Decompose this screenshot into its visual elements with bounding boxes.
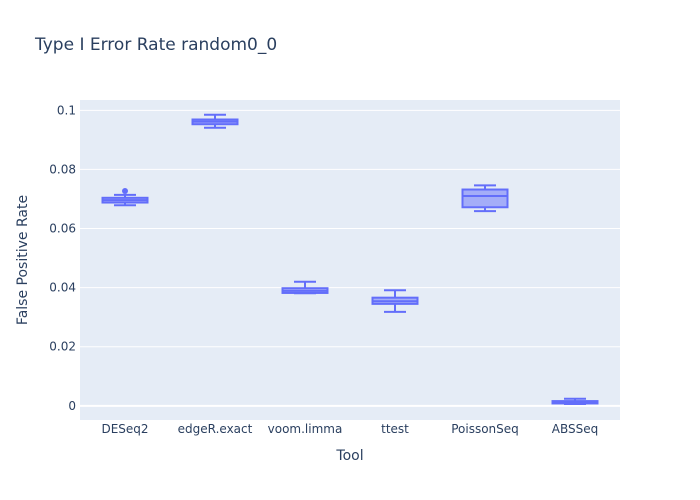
box-plot [461,184,509,213]
box-plot [101,188,149,207]
x-tick-label: voom.limma [268,422,343,436]
x-tick-label: PoissonSeq [451,422,519,436]
y-axis-title: False Positive Rate [15,195,31,325]
x-tick-label: ABSSeq [552,422,598,436]
box-plot [371,289,419,313]
box-plot [281,280,329,295]
x-tick-label: ttest [381,422,409,436]
box-iqr [461,188,509,209]
y-tick-label: 0.1 [57,103,76,117]
outlier-point [122,188,128,195]
y-tick-label: 0 [68,399,76,413]
y-tick-label: 0.06 [49,222,76,236]
box-plot [191,113,239,129]
y-tick-label: 0.02 [49,340,76,354]
box-series [101,113,599,406]
x-tick-label: edgeR.exact [178,422,253,436]
y-tick-labels: 0 0.02 0.04 0.06 0.08 0.1 [49,103,76,412]
y-tick-label: 0.04 [49,281,76,295]
x-tick-labels: DESeq2 edgeR.exact voom.limma ttest PoissonS… [101,422,598,436]
y-tick-label: 0.08 [49,162,76,176]
x-axis-title: Tool [335,448,363,464]
x-tick-label: DESeq2 [101,422,148,436]
gridlines [80,109,620,407]
chart-title: Type I Error Rate random0_0 [34,35,277,55]
plot-background [80,100,620,420]
box-plot [551,397,599,406]
